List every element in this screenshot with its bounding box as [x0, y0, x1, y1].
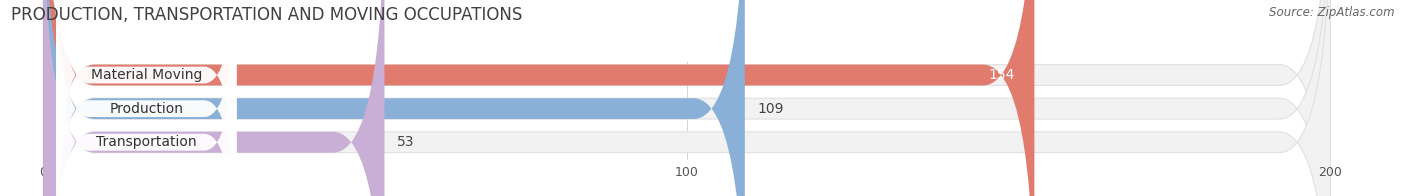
Text: Production: Production — [110, 102, 183, 116]
FancyBboxPatch shape — [56, 0, 236, 196]
FancyBboxPatch shape — [44, 0, 1330, 196]
Text: 154: 154 — [988, 68, 1015, 82]
Text: 53: 53 — [398, 135, 415, 149]
FancyBboxPatch shape — [44, 0, 745, 196]
FancyBboxPatch shape — [44, 0, 384, 196]
FancyBboxPatch shape — [44, 0, 1035, 196]
Text: 109: 109 — [758, 102, 785, 116]
Text: PRODUCTION, TRANSPORTATION AND MOVING OCCUPATIONS: PRODUCTION, TRANSPORTATION AND MOVING OC… — [11, 6, 523, 24]
Text: Material Moving: Material Moving — [91, 68, 202, 82]
FancyBboxPatch shape — [56, 0, 236, 196]
Text: Source: ZipAtlas.com: Source: ZipAtlas.com — [1270, 6, 1395, 19]
FancyBboxPatch shape — [44, 0, 1330, 196]
FancyBboxPatch shape — [56, 0, 236, 196]
Text: Transportation: Transportation — [96, 135, 197, 149]
FancyBboxPatch shape — [44, 0, 1330, 196]
